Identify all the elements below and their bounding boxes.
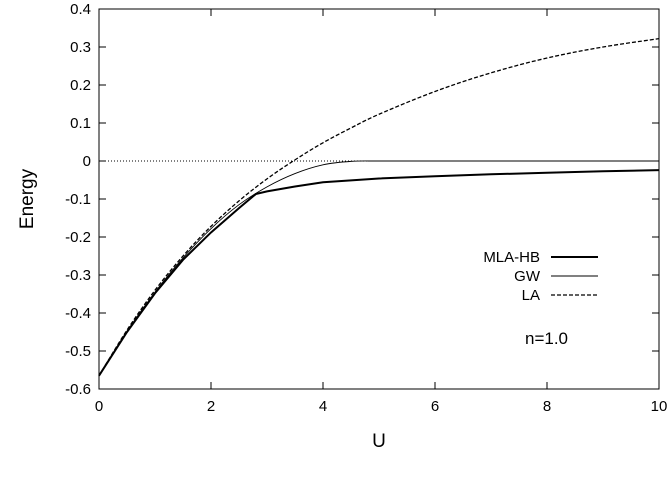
y-tick-label: -0.4 [65,305,91,322]
series-line-gw [98,160,659,376]
x-tick-label: 10 [651,398,668,415]
x-tick-label: 4 [319,398,327,415]
series-line-mla-hb [98,169,660,377]
y-tick-label: -0.3 [65,267,91,284]
x-tick-label: 8 [543,398,551,415]
x-tick-label: 2 [207,398,215,415]
legend-label: MLA-HB [483,249,540,266]
legend: MLA-HB GW LA [483,249,598,304]
y-tick-label: -0.2 [65,229,91,246]
y-tick-label: 0 [83,153,91,170]
series-line-la [98,37,660,377]
y-tick-label: 0.2 [70,77,91,94]
legend-label: LA [522,287,540,304]
annotation-n: n=1.0 [525,329,568,348]
y-tick-label: 0.3 [70,39,91,56]
y-tick-label: 0.1 [70,115,91,132]
x-tick-label: 6 [431,398,439,415]
ticks-layer: 0 2 4 6 8 10 0.4 0.3 0.2 0.1 0 -0.1 -0.2 -0.3 -0.4 -0.5… [65,1,667,415]
x-axis-title: U [372,431,386,452]
plot-frame [98,8,660,390]
legend-label: GW [514,268,541,285]
y-tick-label: -0.1 [65,191,91,208]
series-layer [98,37,660,377]
y-axis-title: Energy [17,168,38,229]
y-tick-label: -0.6 [65,381,91,398]
y-tick-label: 0.4 [70,1,91,18]
y-tick-label: -0.5 [65,343,91,360]
x-tick-label: 0 [95,398,103,415]
